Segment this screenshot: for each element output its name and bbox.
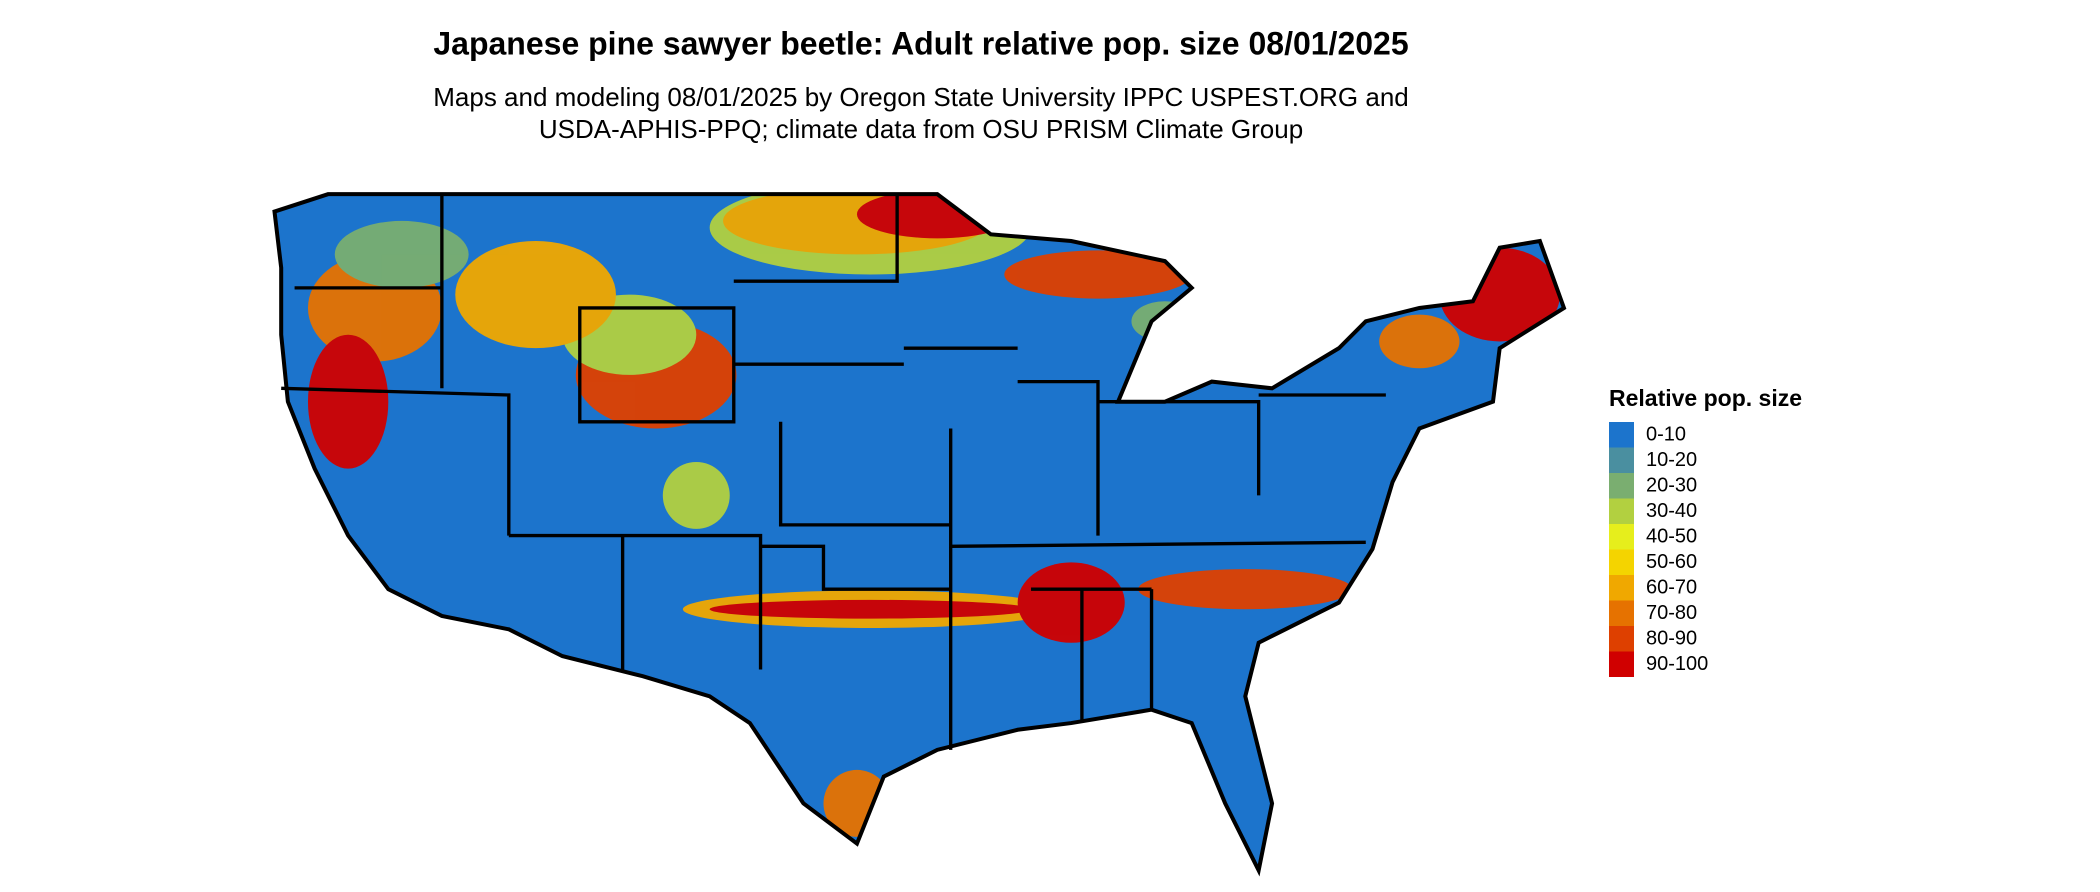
legend-swatch [1609,549,1634,575]
legend-swatch [1609,600,1634,626]
map-subtitle: USDA-APHIS-PPQ; climate data from OSU PR… [539,114,1303,144]
legend-swatch [1609,651,1634,677]
map-subtitle: Maps and modeling 08/01/2025 by Oregon S… [433,82,1409,112]
legend-label: 0-10 [1646,423,1686,445]
us-map [272,192,1567,877]
legend-swatch [1609,498,1634,524]
legend-label: 20-30 [1646,474,1697,496]
legend-label: 70-80 [1646,602,1697,624]
legend-label: 50-60 [1646,551,1697,573]
legend-swatch [1609,575,1634,601]
legend: 0-10 10-20 20-30 30-40 40-50 50-60 60-70 70-80 8… [1609,422,1708,677]
legend-label: 60-70 [1646,576,1697,598]
legend-swatch [1609,626,1634,652]
legend-label: 30-40 [1646,500,1697,522]
legend-label: 40-50 [1646,525,1697,547]
map-title: Japanese pine sawyer beetle: Adult relat… [433,25,1408,61]
legend-label: 90-100 [1646,653,1708,675]
legend-title: Relative pop. size [1609,385,1802,411]
legend-swatch [1609,447,1634,473]
legend-label: 10-20 [1646,449,1697,471]
legend-label: 80-90 [1646,627,1697,649]
legend-swatch [1609,524,1634,550]
legend-swatch [1609,473,1634,499]
legend-swatch [1609,422,1634,448]
